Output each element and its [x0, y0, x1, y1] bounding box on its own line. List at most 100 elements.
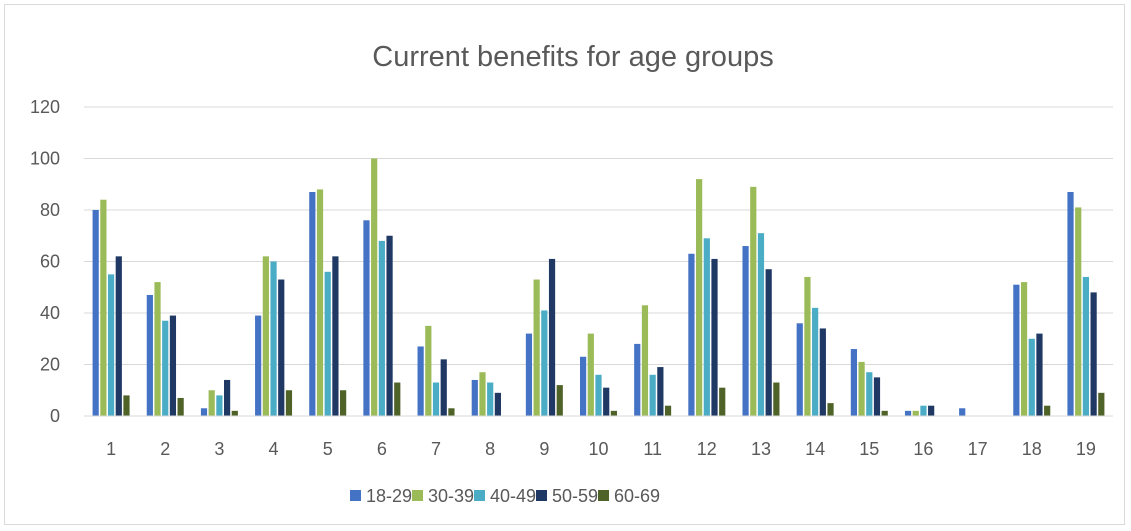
bar: [1090, 292, 1097, 416]
x-tick-label: 9: [539, 439, 549, 459]
y-tick-label: 60: [40, 252, 60, 272]
bar: [703, 238, 710, 416]
y-tick-label: 20: [40, 355, 60, 375]
bar: [912, 410, 919, 416]
bar: [866, 372, 873, 416]
bar: [208, 390, 215, 416]
legend-item: 40-49: [474, 486, 536, 506]
bar: [804, 276, 811, 416]
bar: [262, 256, 269, 416]
bar: [873, 377, 881, 416]
legend-item: 60-69: [598, 486, 660, 506]
bar: [1075, 207, 1082, 416]
bar: [881, 410, 888, 416]
chart-frame: [4, 4, 1125, 525]
bar: [904, 410, 912, 416]
bar: [417, 346, 424, 416]
bar: [394, 382, 401, 416]
x-tick-label: 19: [1076, 439, 1096, 459]
legend-label: 40-49: [490, 486, 536, 506]
bar: [378, 240, 385, 416]
y-tick-label: 0: [50, 406, 60, 426]
bar: [711, 258, 718, 416]
legend-swatch: [536, 490, 547, 501]
x-tick-label: 4: [269, 439, 279, 459]
bar: [812, 307, 819, 416]
legend-label: 50-59: [552, 486, 598, 506]
bar: [603, 387, 610, 416]
bar: [1013, 284, 1020, 416]
y-tick-label: 80: [40, 200, 60, 220]
bar: [100, 199, 107, 416]
bar: [309, 191, 316, 416]
legend-label: 30-39: [428, 486, 474, 506]
bar: [1044, 405, 1051, 416]
y-tick-label: 120: [30, 97, 60, 117]
bar: [123, 395, 130, 416]
bar: [765, 269, 772, 416]
bar: [255, 315, 262, 416]
bar: [928, 405, 935, 416]
y-tick-label: 40: [40, 303, 60, 323]
bar: [525, 333, 533, 416]
bar: [610, 410, 617, 416]
legend-swatch: [350, 490, 361, 501]
x-tick-label: 14: [805, 439, 825, 459]
legend-label: 60-69: [614, 486, 660, 506]
bar: [742, 246, 749, 416]
bar: [696, 179, 703, 416]
x-tick-label: 10: [588, 439, 608, 459]
bar: [316, 189, 324, 416]
bar: [1082, 276, 1090, 416]
bar: [556, 385, 563, 416]
bar: [1020, 282, 1028, 416]
bar: [107, 274, 115, 416]
legend-item: 50-59: [536, 486, 598, 506]
legend-item: 18-29: [350, 486, 412, 506]
bar: [332, 256, 339, 416]
x-tick-label: 6: [377, 439, 387, 459]
x-tick-label: 8: [485, 439, 495, 459]
bar: [719, 387, 726, 416]
bar: [324, 271, 331, 416]
bar: [200, 408, 208, 416]
bar: [177, 397, 184, 416]
bar: [657, 367, 664, 416]
bar: [169, 315, 177, 416]
legend-swatch: [598, 490, 609, 501]
bar: [1036, 333, 1043, 416]
x-tick-label: 15: [859, 439, 879, 459]
bar: [448, 408, 455, 416]
bar: [223, 379, 231, 416]
x-tick-label: 5: [323, 439, 333, 459]
bar: [1067, 191, 1074, 416]
bar: [819, 328, 826, 416]
x-tick-label: 1: [106, 439, 116, 459]
bar: [146, 294, 153, 416]
x-tick-label: 12: [697, 439, 717, 459]
bar: [773, 382, 780, 416]
bar: [154, 282, 161, 416]
bar: [92, 210, 99, 416]
bar: [162, 320, 169, 416]
bar: [634, 343, 641, 416]
bar: [432, 382, 440, 416]
bar: [278, 279, 285, 416]
bar: [688, 253, 695, 416]
bar: [757, 233, 765, 416]
bar: [487, 382, 494, 416]
bar: [827, 403, 834, 416]
bar: [541, 310, 548, 416]
legend-item: 30-39: [412, 486, 474, 506]
x-tick-label: 13: [751, 439, 771, 459]
x-tick-label: 17: [968, 439, 988, 459]
bar: [471, 379, 478, 416]
bar: [494, 392, 501, 416]
x-tick-label: 18: [1022, 439, 1042, 459]
bar: [850, 349, 857, 416]
x-tick-label: 11: [643, 439, 662, 459]
bar: [340, 390, 347, 416]
bar: [649, 374, 656, 416]
bar: [796, 323, 803, 416]
bar: [115, 256, 122, 416]
